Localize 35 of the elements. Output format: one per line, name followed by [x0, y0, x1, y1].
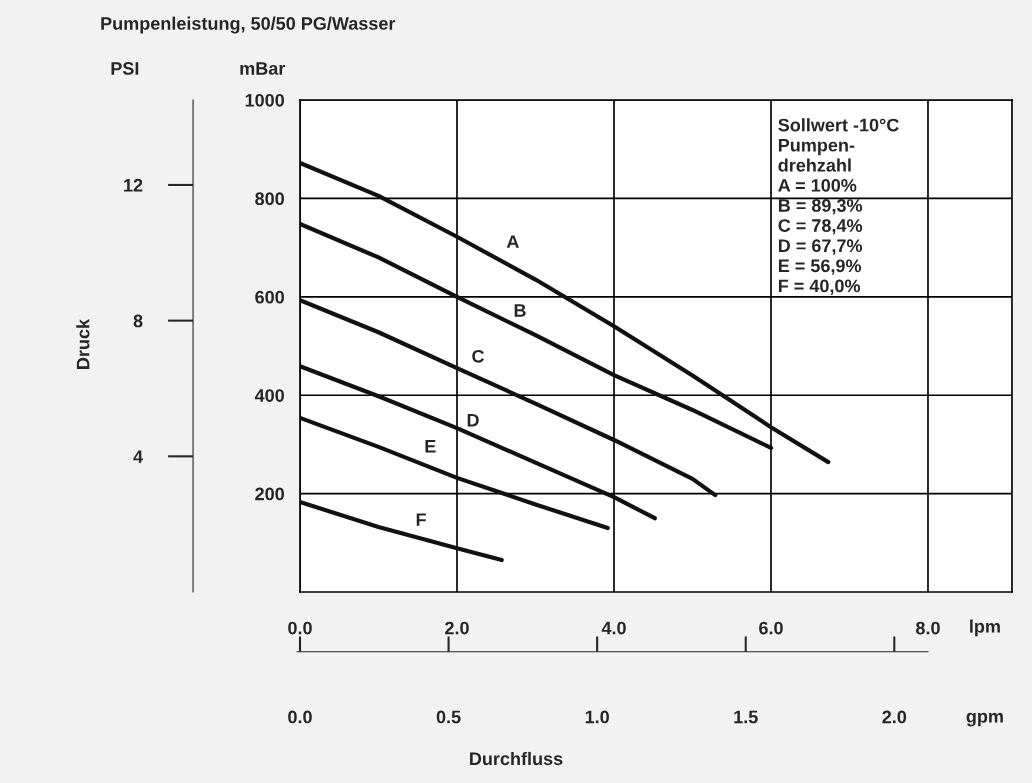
x2-tick-label: 0.5: [436, 710, 461, 724]
x-tick-label: 2.0: [445, 621, 469, 635]
annotation: B: [514, 304, 526, 317]
x2-axis-title: gpm: [966, 712, 1003, 727]
annotation: E: [425, 440, 436, 453]
x-tick-label: 4.0: [601, 621, 626, 635]
annotation: A: [506, 235, 519, 248]
annotation: C: [472, 349, 485, 363]
y2-axis-title: PSI: [111, 62, 139, 75]
y-tick-label: 200: [255, 487, 284, 501]
x2-tick-label: 1.0: [585, 710, 609, 724]
x2-tick-label: 0.0: [288, 710, 312, 724]
x2-tick-label: 2.0: [882, 710, 907, 724]
x-tick-label: 8.0: [916, 621, 940, 635]
x-tick-label: 6.0: [759, 621, 783, 635]
annotation: D: [467, 414, 479, 427]
x2-tick-label: 1.5: [734, 710, 758, 724]
text: Durchfluss: [470, 751, 563, 766]
annotation: F: [416, 513, 426, 526]
y-tick-label: 1000: [245, 93, 284, 107]
x-tick-label: 0.0: [288, 621, 312, 635]
y-axis-title: mBar: [240, 62, 286, 75]
line-series: [300, 298, 718, 498]
line-series: [300, 499, 504, 563]
y2-tick-label: 8: [133, 314, 143, 328]
y-tick-label: 600: [255, 290, 284, 304]
text: Sollwert -10°C Pumpen- drehzahl A = 100% B = 89,3% C = 78,4% D = 67,7% E = 56,9% F = 40,0%: [778, 118, 899, 295]
y2-tick-label: 4: [133, 450, 143, 463]
x-axis-title: lpm: [970, 619, 1000, 637]
chart-title: Pumpenleistung, 50/50 PG/Wasser: [101, 16, 396, 34]
y-tick-label: 800: [255, 192, 284, 206]
y2-tick-label: 12: [124, 178, 143, 192]
line-series: [300, 415, 610, 531]
y-tick-label: 400: [254, 389, 284, 402]
text: Druck: [76, 318, 90, 369]
